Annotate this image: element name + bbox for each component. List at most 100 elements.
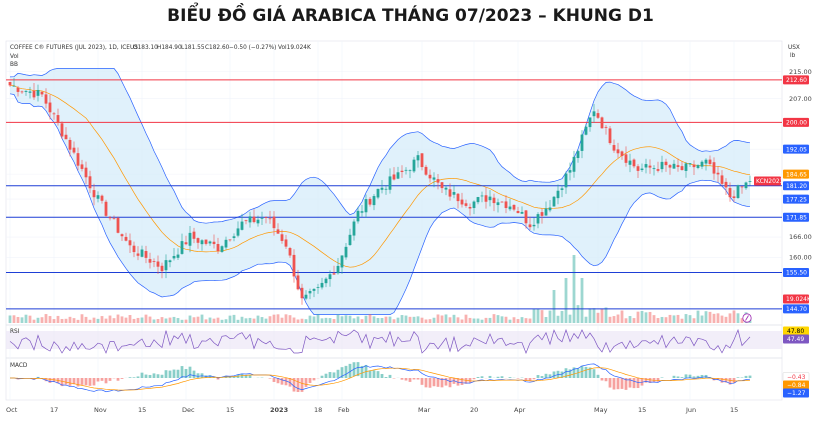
volume-bar [28,315,32,323]
macd-histogram-bar [424,378,428,388]
candle-body [624,154,628,163]
macd-label[interactable]: MACD [10,363,28,369]
candle-body [532,224,536,227]
macd-histogram-bar [92,378,96,386]
time-tick-label: Dec [182,406,195,414]
ohlc-close: C182.60 [205,45,230,51]
volume-bar [272,314,276,323]
candle-body [612,145,616,151]
macd-histogram-bar [188,366,192,378]
rsi-value-text: 47.80 [787,328,804,335]
time-tick-label: 18 [314,406,322,414]
volume-bar [292,317,296,323]
macd-histogram-bar [176,369,180,378]
volume-bar [732,310,736,323]
replay-icon[interactable] [742,313,752,323]
unit-label: lb [790,53,796,59]
candle-body [632,159,636,167]
price-tick-label: 166.00 [789,233,812,241]
volume-bar [228,315,232,323]
macd-histogram-bar [132,377,136,378]
candlesticks [8,77,752,305]
macd-histogram-bar [76,378,80,387]
candle-body [8,81,12,86]
candle-body [68,139,72,150]
legend-vol[interactable]: Vol [10,54,19,60]
candle-body [184,242,188,245]
macd-histogram-bar [340,367,344,378]
volume-bar [600,308,604,323]
macd-histogram-bar [508,377,512,378]
volume-bar [424,319,428,323]
candle-body [32,90,36,98]
volume-bar [300,318,304,323]
macd-histogram-bar [596,374,600,378]
candle-body [692,164,696,168]
macd-histogram-bar [216,378,220,380]
volume-bar [568,314,572,323]
time-tick-label: Feb [338,406,350,414]
volume-bar [540,310,544,323]
candle-body [128,240,132,246]
macd-histogram-bar [184,369,188,378]
volume-bar [16,316,20,323]
volume-bar [408,316,412,323]
candle-body [108,217,112,219]
volume-bar [624,318,628,323]
volume-bar [144,314,148,323]
macd-histogram-bar [644,378,648,383]
candle-body [400,170,404,173]
macd-histogram-bar [564,368,568,378]
macd-histogram-bar [280,378,284,385]
macd-histogram-bar [732,378,736,383]
macd-histogram-bar [748,375,752,378]
candle-body [464,203,468,206]
candle-body [196,238,200,243]
rsi-label[interactable]: RSI [10,329,20,335]
macd-histogram-bar [408,378,412,382]
macd-histogram-bar [412,378,416,380]
candle-body [360,211,364,213]
volume-bar [556,315,560,323]
time-tick-label: 15 [226,406,234,414]
macd-value-badge [783,388,809,398]
volume-bar [132,318,136,323]
macd-histogram-bar [156,374,160,378]
candle-body [12,85,16,87]
volume-bar [396,317,400,323]
candle-body [352,221,356,236]
price-label-badge [783,144,809,154]
candle-body [428,174,432,179]
candle-body [64,134,68,140]
macd-histogram-bar [400,378,404,380]
macd-histogram-bar [120,378,124,379]
legend-bb[interactable]: BB [10,62,18,68]
macd-histogram-bar [632,378,636,389]
volume-bar [444,314,448,323]
candle-body [260,217,264,219]
rsi-value-text: 47.49 [787,336,804,343]
macd-histogram-bar [500,376,504,378]
macd-histogram-bar [448,378,452,388]
volume-bar [332,319,336,323]
candle-body [592,111,596,117]
volume-bar [72,318,76,323]
macd-histogram-bar [532,378,536,380]
macd-histogram-bar [528,378,532,382]
volume-bar [224,319,228,323]
volume-bar [192,317,196,323]
volume-bar [572,255,576,323]
macd-histogram-bar [672,375,676,378]
volume-bar [656,318,660,323]
candle-body [40,91,44,95]
macd-histogram-bar [656,378,660,382]
volume-bar [160,317,164,323]
macd-histogram-bar [368,370,372,378]
macd-histogram-bar [304,378,308,387]
candle-body [180,241,184,254]
candle-body [304,294,308,299]
volume-bar [684,314,688,323]
macd-histogram-bar [320,375,324,378]
volume-bar [496,315,500,323]
